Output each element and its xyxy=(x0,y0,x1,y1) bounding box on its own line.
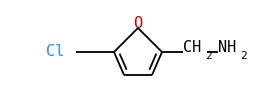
Text: CH: CH xyxy=(183,41,201,55)
Text: Cl: Cl xyxy=(46,45,64,59)
Text: NH: NH xyxy=(218,41,236,55)
Text: 2: 2 xyxy=(240,51,247,61)
Text: O: O xyxy=(133,16,143,32)
Text: 2: 2 xyxy=(205,51,212,61)
